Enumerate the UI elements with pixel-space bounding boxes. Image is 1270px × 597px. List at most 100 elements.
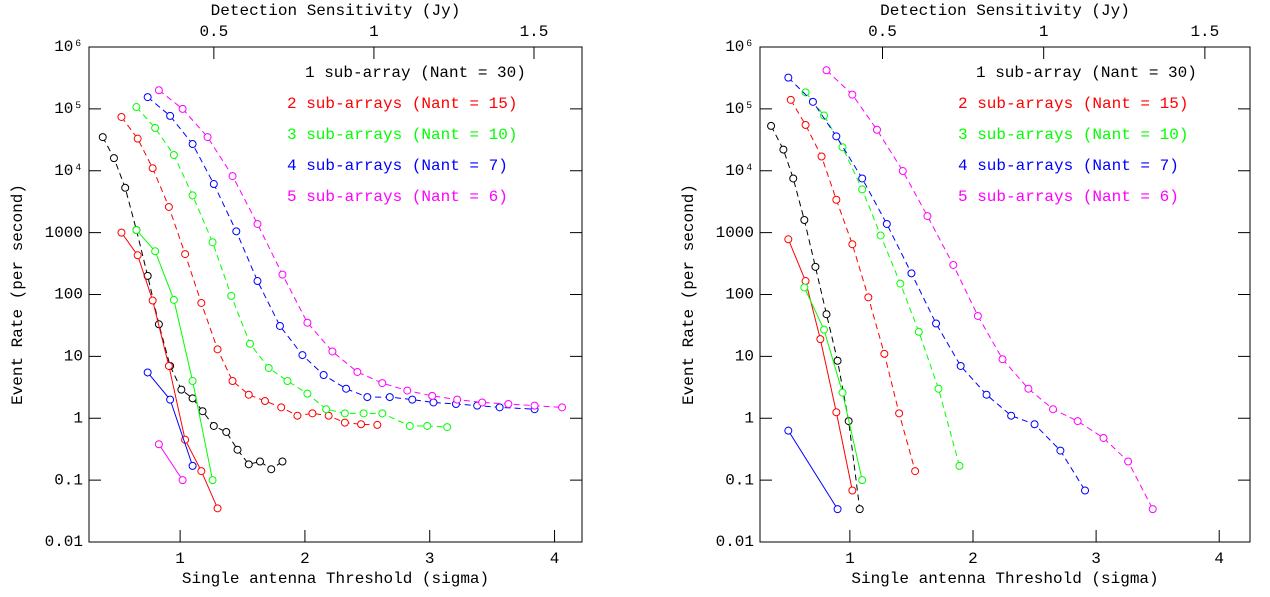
data-point [882, 219, 891, 228]
data-point [858, 174, 867, 183]
y-tick-label: 10⁴ [725, 162, 754, 180]
data-point [816, 335, 825, 344]
y-tick-label: 0.01 [45, 533, 83, 551]
data-point [275, 321, 284, 330]
data-point [121, 183, 130, 192]
data-point [308, 409, 317, 418]
data-point [143, 368, 152, 377]
data-point [385, 393, 394, 402]
data-point [911, 467, 920, 476]
x-tick-label: 4 [1214, 550, 1224, 568]
data-point [169, 150, 178, 159]
y-tick-label: 10 [735, 348, 754, 366]
data-point [998, 355, 1007, 364]
data-point [405, 421, 414, 430]
data-point [154, 440, 163, 449]
data-point [982, 390, 991, 399]
data-point [973, 311, 982, 320]
data-point [1099, 433, 1108, 442]
data-point [1030, 420, 1039, 429]
data-point [166, 395, 175, 404]
y-tick-label: 1 [73, 409, 83, 427]
data-point [283, 376, 292, 385]
data-point [833, 356, 842, 365]
data-point [779, 145, 788, 154]
data-point [817, 152, 826, 161]
data-point [151, 124, 160, 133]
data-point [880, 349, 889, 358]
data-point [822, 310, 831, 319]
data-point [1081, 486, 1090, 495]
data-point [109, 154, 118, 163]
data-point [298, 351, 307, 360]
data-point [914, 327, 923, 336]
data-point [833, 505, 842, 514]
x-tick-label: 3 [425, 550, 435, 568]
legend-entry: 1 sub-array (Nant = 30) [305, 64, 526, 82]
data-point [188, 140, 197, 149]
data-point [895, 409, 904, 418]
data-point [244, 390, 253, 399]
data-point [443, 423, 452, 432]
x2-tick-label: 1.5 [1190, 23, 1219, 41]
data-point [244, 460, 253, 469]
x2-tick-label: 1 [369, 23, 379, 41]
data-point [278, 457, 287, 466]
legend-entry: 3 sub-arrays (Nant = 10) [958, 126, 1188, 144]
data-point [253, 219, 262, 228]
data-point [353, 367, 362, 376]
data-point [357, 420, 366, 429]
data-point [907, 269, 916, 278]
data-point [133, 251, 142, 260]
data-point [260, 397, 269, 406]
legend-entry: 2 sub-arrays (Nant = 15) [287, 95, 517, 113]
data-point [864, 293, 873, 302]
x-tick-label: 2 [300, 550, 310, 568]
data-point [1024, 384, 1033, 393]
data-point [1056, 446, 1065, 455]
data-point [324, 411, 333, 420]
data-point [403, 386, 412, 395]
y-tick-label: 1 [744, 409, 754, 427]
data-point [293, 411, 302, 420]
data-point [197, 298, 206, 307]
x-axis-label: Single antenna Threshold (sigma) [182, 570, 489, 588]
y-tick-label: 100 [54, 286, 83, 304]
data-point [423, 421, 432, 430]
data-point [428, 391, 437, 400]
x2-tick-label: 0.5 [199, 23, 228, 41]
dashed-line [102, 136, 283, 470]
data-point [322, 405, 331, 414]
data-point [872, 125, 881, 134]
data-point [848, 90, 857, 99]
data-point [363, 393, 372, 402]
data-point [203, 133, 212, 142]
data-point [408, 395, 417, 404]
data-point [177, 385, 186, 394]
x2-tick-label: 0.5 [868, 23, 897, 41]
data-point [227, 291, 236, 300]
y-tick-label: 10⁴ [54, 162, 83, 180]
data-point [838, 388, 847, 397]
data-point [1049, 405, 1058, 414]
data-point [848, 240, 857, 249]
data-point [858, 185, 867, 194]
data-point [1073, 417, 1082, 426]
data-point [148, 296, 157, 305]
data-point [198, 407, 207, 416]
data-point [848, 486, 857, 495]
dashed-line [790, 99, 916, 472]
data-point [278, 270, 287, 279]
data-point [820, 325, 829, 334]
data-point [530, 401, 539, 410]
data-point [359, 409, 368, 418]
data-point [208, 238, 217, 247]
y-axis-label: Event Rate (per second) [9, 184, 27, 405]
data-point [188, 191, 197, 200]
dashed-line [770, 125, 861, 510]
data-point [154, 86, 163, 95]
legend-entry: 4 sub-arrays (Nant = 7) [958, 157, 1179, 175]
data-point [98, 133, 107, 142]
data-point [1124, 457, 1133, 466]
